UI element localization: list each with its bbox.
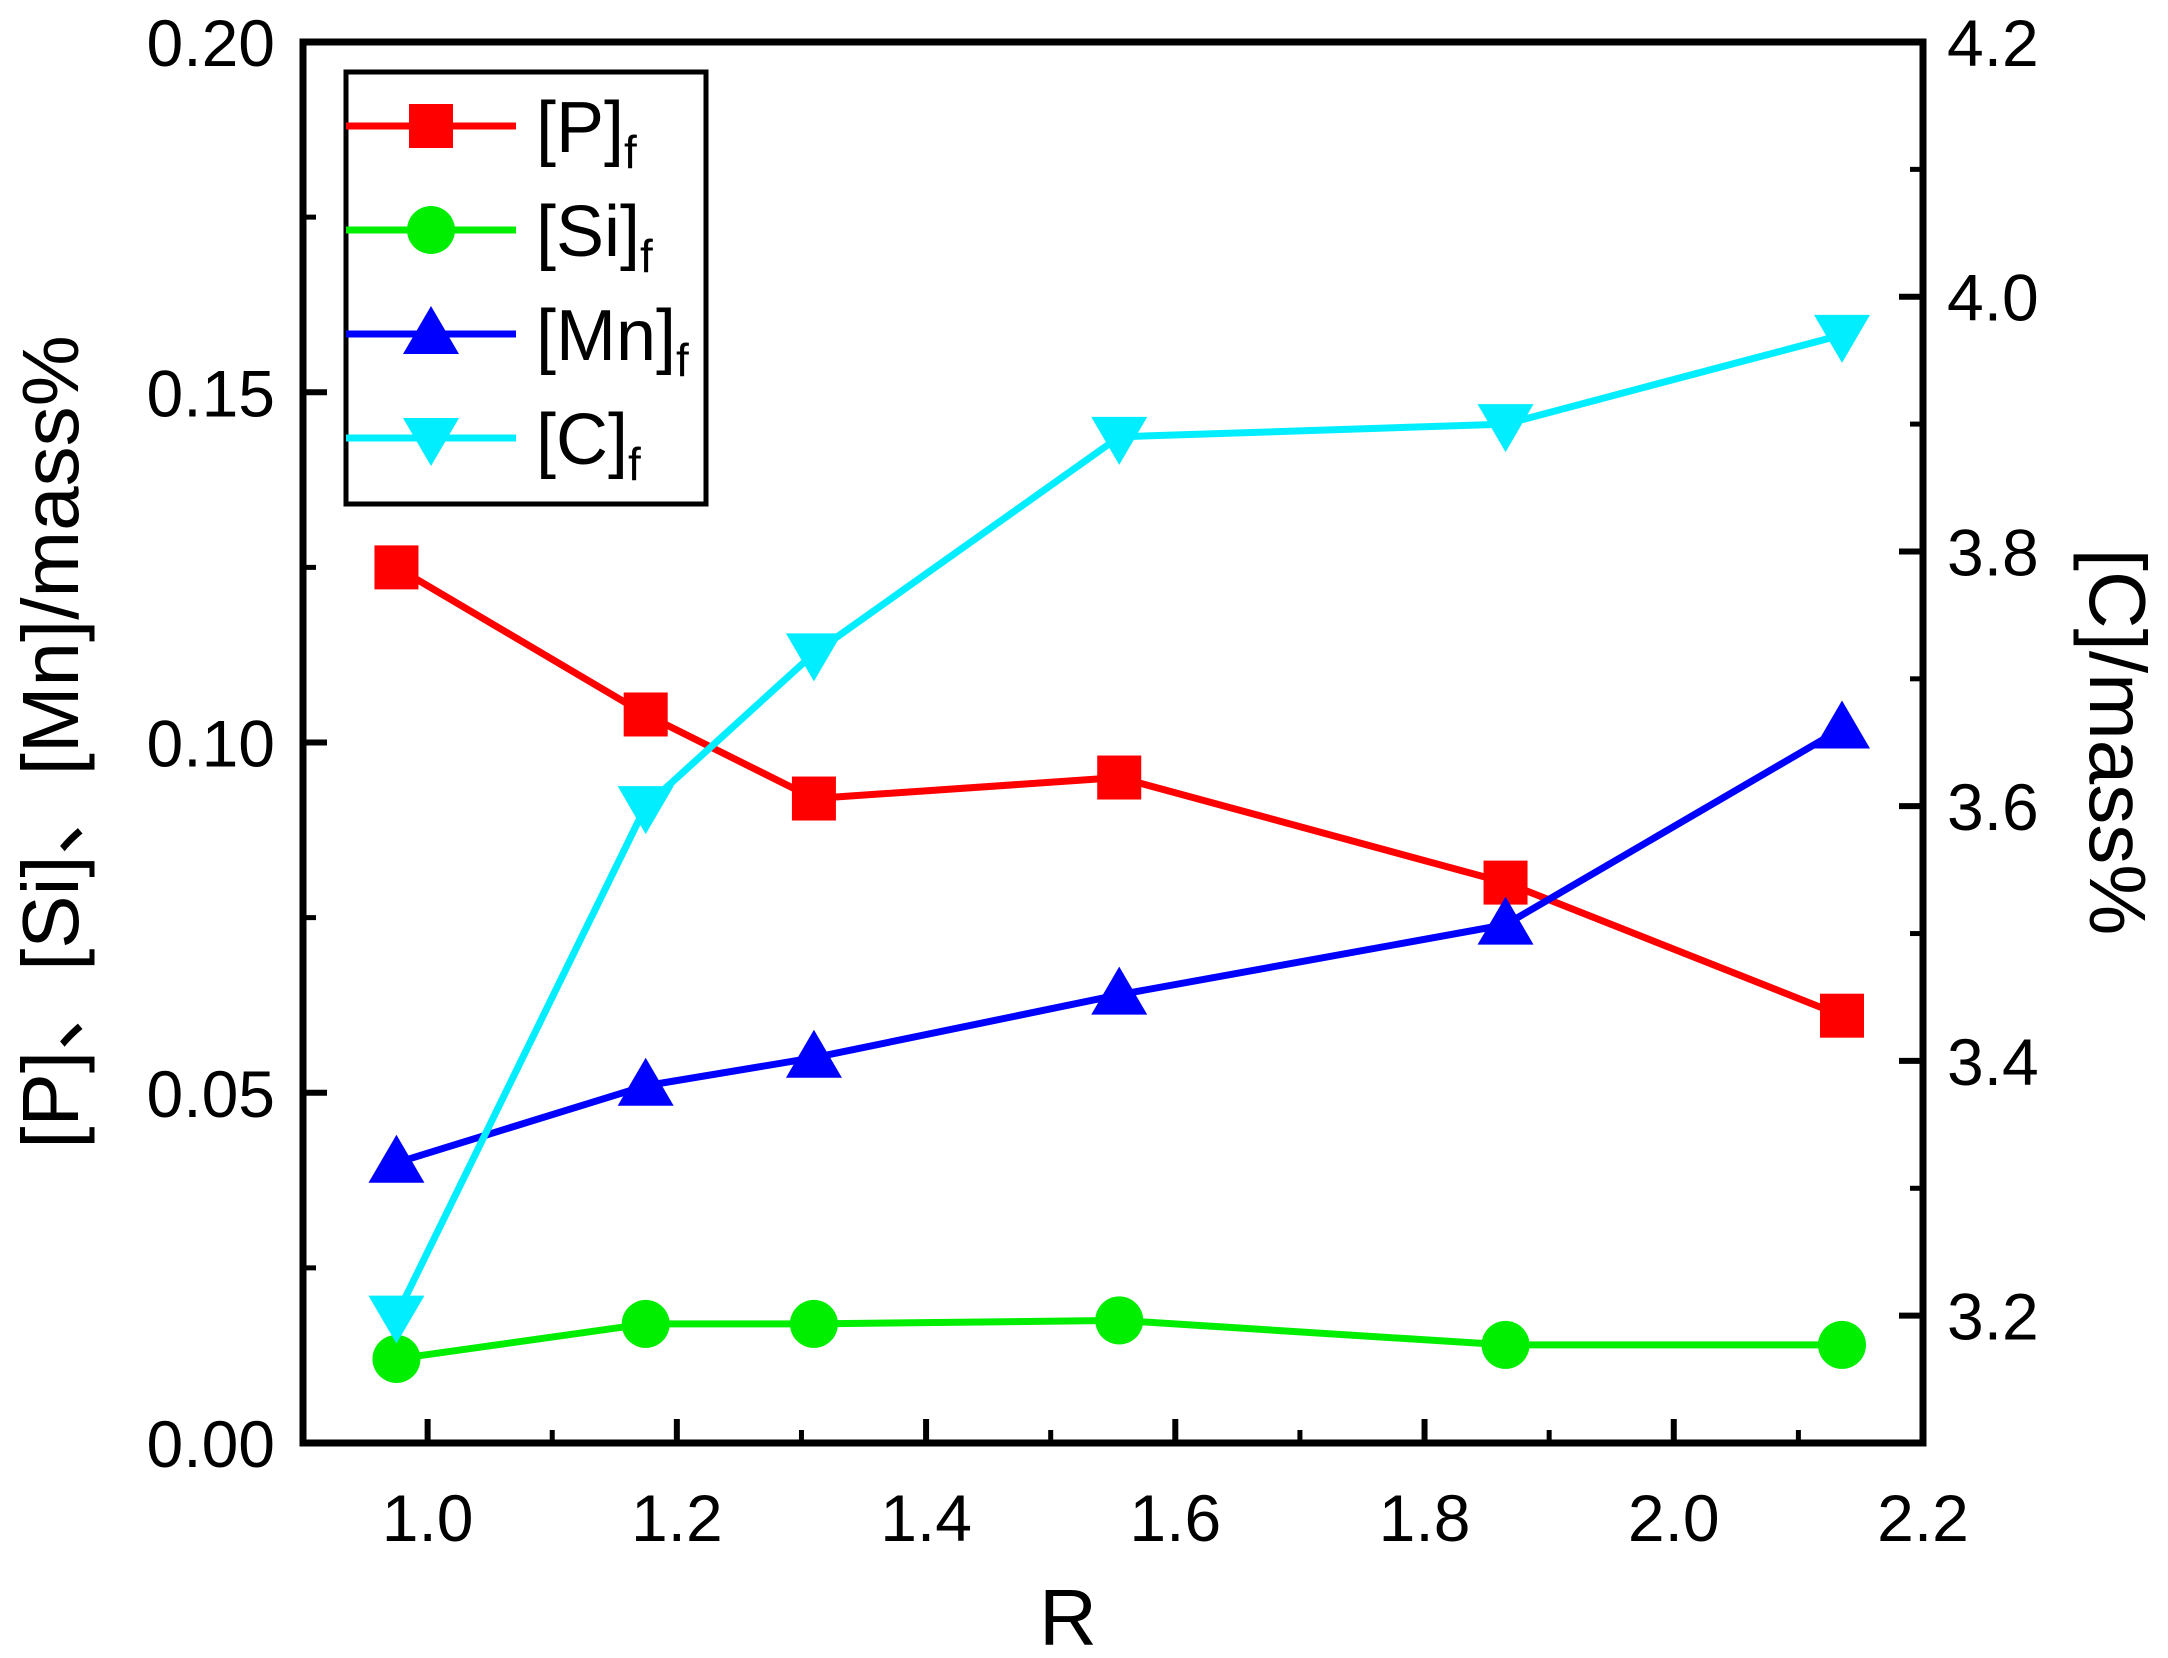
series-layer [368,314,1870,1383]
series-0 [374,545,1864,1038]
y-right-tick-label-1: 3.4 [1947,1025,2039,1099]
series-line-1 [395,1316,1842,1363]
y-left-tick-label-0: 0.00 [147,1407,275,1481]
legend-marker-2 [403,306,459,354]
data-point-3-5 [1814,314,1870,363]
x-tick-label-5: 2.0 [1628,1481,1720,1555]
series-line-0 [394,564,1844,1019]
y-right-tick-label-4: 4.0 [1947,261,2039,335]
data-point-2-4 [1477,896,1534,945]
data-point-2-2 [785,1029,842,1078]
legend-label-3: [C]f [536,400,641,490]
legend-marker-0 [409,104,453,148]
data-point-0-0 [374,545,419,590]
x-axis-title: R [1039,1573,1097,1658]
y-left-axis-title: [P]、[Si]、[Mn]/mass% [6,335,95,1148]
legend-marker-1 [407,206,455,254]
x-tick-label-3: 1.6 [1129,1481,1221,1555]
x-tick-label-1: 1.2 [631,1481,723,1555]
data-point-1-5 [1818,1320,1866,1369]
y-left-tick-label-1: 0.05 [147,1057,275,1131]
y-left-tick-label-3: 0.15 [147,356,275,430]
data-point-2-3 [1091,966,1148,1015]
y-right-tick-label-2: 3.6 [1947,770,2039,844]
series-1 [372,1296,1866,1383]
data-point-2-5 [1814,700,1870,749]
y-right-tick-label-3: 3.8 [1947,515,2039,589]
data-point-0-5 [1820,993,1864,1038]
series-3 [368,314,1870,1344]
legend-label-2: [Mn]f [536,296,689,386]
data-point-3-2 [785,633,842,682]
data-point-3-0 [368,1295,425,1344]
x-tick-label-4: 1.8 [1379,1481,1471,1555]
legend-marker-3 [403,418,459,466]
data-point-1-1 [621,1299,670,1348]
data-point-3-1 [617,786,674,835]
legend-box [343,69,709,507]
data-point-0-3 [1097,755,1142,800]
series-line-3 [393,331,1843,1318]
series-line-2 [395,725,1844,1167]
data-point-3-4 [1477,404,1534,453]
y-left-tick-label-2: 0.10 [147,707,275,781]
legend: [P]f [Si]f [Mn]f [C]f [343,69,709,507]
data-point-3-3 [1091,416,1148,465]
data-point-2-0 [368,1134,425,1183]
data-point-2-1 [617,1057,674,1106]
data-point-0-1 [623,692,668,737]
data-point-1-0 [372,1334,421,1383]
y-right-tick-label-5: 4.2 [1947,6,2039,80]
x-tick-label-6: 2.2 [1877,1481,1969,1555]
legend-label-1: [Si]f [536,192,653,282]
y-left-tick-label-4: 0.20 [147,6,275,80]
x-tick-label-0: 1.0 [382,1481,474,1555]
data-point-0-2 [791,776,836,821]
data-point-1-2 [789,1299,838,1348]
plot-frame [299,38,1927,1447]
y-right-axis-title: [C]/mass% [2073,549,2162,936]
y-right-tick-label-0: 3.2 [1947,1280,2039,1354]
series-2 [368,700,1870,1183]
x-tick-label-2: 1.4 [880,1481,972,1555]
data-point-1-3 [1095,1296,1144,1345]
legend-label-0: [P]f [536,88,637,178]
labels-layer: 1.0 1.2 1.4 1.6 1.8 2.0 2.2 0.00 0.05 0.10 0.15 0.2… [147,6,2039,1555]
data-point-1-4 [1481,1320,1530,1369]
